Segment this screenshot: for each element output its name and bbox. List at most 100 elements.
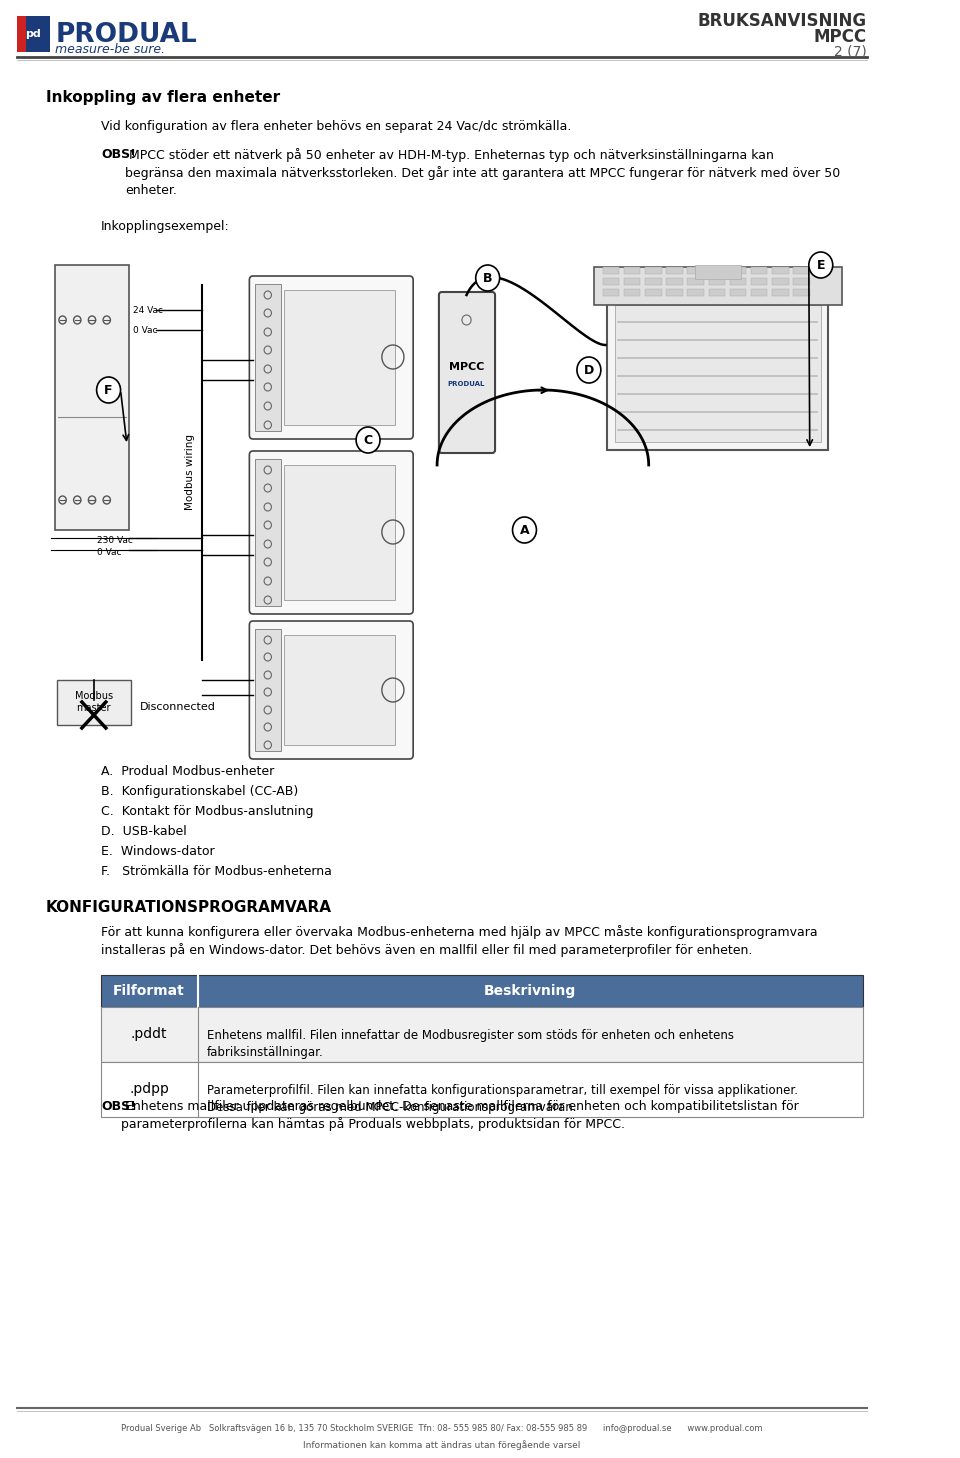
Bar [645,289,661,296]
Text: Disconnected: Disconnected [140,701,216,712]
Bar [666,267,683,274]
Bar [16,16,50,52]
Bar [687,289,704,296]
Bar [16,16,26,52]
Bar [751,267,767,274]
Bar [793,267,809,274]
Text: F: F [105,383,113,397]
Text: C.  Kontakt för Modbus-anslutning: C. Kontakt för Modbus-anslutning [101,805,314,818]
Text: BRUKSANVISNING: BRUKSANVISNING [698,12,867,31]
Text: pd: pd [25,29,41,39]
Bar [255,284,280,432]
Bar [751,289,767,296]
Text: E: E [817,258,825,271]
Bar [730,289,746,296]
Text: Modbus
master: Modbus master [75,691,113,713]
Text: B.  Konfigurationskabel (CC-AB): B. Konfigurationskabel (CC-AB) [101,784,299,798]
Bar [666,278,683,284]
Bar [56,265,129,531]
FancyBboxPatch shape [250,621,413,760]
Bar [603,267,619,274]
Text: OBS!: OBS! [101,1099,136,1112]
Bar [730,267,746,274]
Circle shape [476,265,499,292]
Bar [793,289,809,296]
Bar [687,278,704,284]
Bar [708,278,725,284]
FancyBboxPatch shape [250,451,413,614]
Text: measure-be sure.: measure-be sure. [56,42,165,55]
Bar [708,267,725,274]
Text: 2 (7): 2 (7) [834,44,867,58]
Text: Produal Sverige Ab   Solkraftsvägen 16 b, 135 70 Stockholm SVERIGE  Tfn: 08- 555: Produal Sverige Ab Solkraftsvägen 16 b, … [121,1424,762,1433]
Text: MPCC: MPCC [449,362,484,372]
Text: A.  Produal Modbus-enheter: A. Produal Modbus-enheter [101,765,275,779]
Circle shape [809,252,832,278]
Text: Inkoppling av flera enheter: Inkoppling av flera enheter [46,90,280,105]
Text: För att kunna konfigurera eller övervaka Modbus-enheterna med hjälp av MPCC måst: För att kunna konfigurera eller övervaka… [101,924,818,958]
Text: A: A [519,523,529,537]
Bar [603,278,619,284]
FancyBboxPatch shape [250,276,413,439]
Text: .pdpp: .pdpp [130,1082,169,1096]
Text: Enhetens mallfiler uppdateras regelbundet. De senaste mallfilerna för enheten oc: Enhetens mallfiler uppdateras regelbunde… [121,1099,799,1131]
Bar [101,1061,863,1117]
Bar [101,975,863,1007]
Bar [730,278,746,284]
Bar [624,289,640,296]
Bar [666,289,683,296]
Text: 0 Vac: 0 Vac [97,548,121,557]
Bar [695,265,741,278]
Text: Informationen kan komma att ändras utan föregående varsel: Informationen kan komma att ändras utan … [303,1441,581,1449]
Bar [255,628,280,751]
Text: .pddt: .pddt [131,1026,167,1041]
Text: PRODUAL: PRODUAL [447,381,485,386]
Text: MPCC: MPCC [814,28,867,47]
Bar [603,289,619,296]
Text: Filformat: Filformat [113,984,185,997]
Bar [624,267,640,274]
Circle shape [356,427,380,453]
Bar [57,679,131,725]
Text: B: B [483,271,492,284]
Bar [593,267,842,305]
Bar [772,278,788,284]
Text: Vid konfiguration av flera enheter behövs en separat 24 Vac/dc strömkälla.: Vid konfiguration av flera enheter behöv… [101,120,571,133]
Text: E.  Windows-dator: E. Windows-dator [101,846,215,857]
Bar [101,1007,863,1061]
Bar [772,267,788,274]
Text: D.  USB-kabel: D. USB-kabel [101,825,187,838]
Text: Enhetens mallfil. Filen innefattar de Modbusregister som stöds för enheten och e: Enhetens mallfil. Filen innefattar de Mo… [207,1029,734,1059]
Text: 230 Vac: 230 Vac [97,537,132,545]
Bar [624,278,640,284]
Bar [284,636,395,745]
Text: F.   Strömkälla för Modbus-enheterna: F. Strömkälla för Modbus-enheterna [101,865,332,878]
Text: KONFIGURATIONSPROGRAMVARA: KONFIGURATIONSPROGRAMVARA [46,900,332,916]
Circle shape [577,357,601,383]
Text: PRODUAL: PRODUAL [56,22,197,48]
Bar [751,278,767,284]
Bar [284,290,395,424]
Bar [708,289,725,296]
Bar [608,295,828,451]
Text: Parameterprofilfil. Filen kan innefatta konfigurationsparametrar, till exempel f: Parameterprofilfil. Filen kan innefatta … [207,1083,798,1114]
Text: MPCC stöder ett nätverk på 50 enheter av HDH-M-typ. Enheternas typ och nätverksi: MPCC stöder ett nätverk på 50 enheter av… [125,149,840,197]
Text: C: C [364,433,372,446]
Bar [614,305,821,442]
Circle shape [97,378,121,402]
Circle shape [513,518,537,542]
Bar [255,459,280,607]
Bar [687,267,704,274]
Text: Beskrivning: Beskrivning [484,984,576,997]
FancyBboxPatch shape [439,292,495,453]
Bar [772,289,788,296]
Text: Inkopplingsexempel:: Inkopplingsexempel: [101,220,230,233]
Bar [793,278,809,284]
Text: 24 Vac: 24 Vac [133,306,163,315]
Bar [284,465,395,601]
Bar [645,267,661,274]
Text: 0 Vac: 0 Vac [133,325,158,334]
Text: D: D [584,363,594,376]
Bar [645,278,661,284]
Text: OBS!: OBS! [101,149,136,160]
